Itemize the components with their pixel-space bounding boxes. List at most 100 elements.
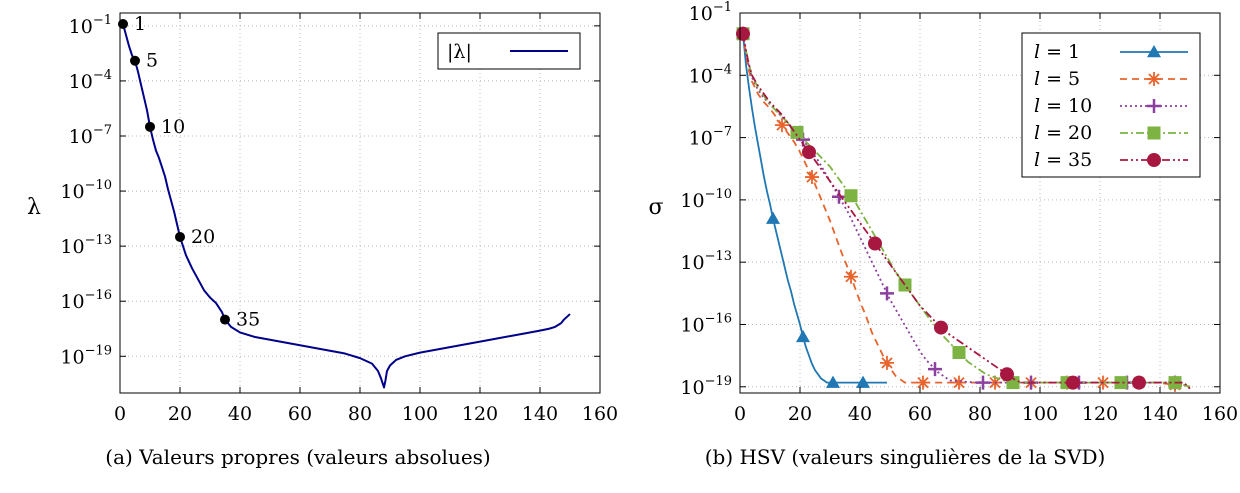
annotation-label: 35: [236, 309, 260, 331]
marker-asterisk: [775, 118, 789, 133]
marker-circle: [1066, 375, 1080, 390]
marker-circle: [1132, 375, 1146, 390]
annotation-point: [220, 314, 230, 325]
legend-label: l = 10: [1034, 95, 1092, 117]
chart-a-annotations: 15 10 20 35: [118, 13, 260, 331]
y-tick-base: 10: [680, 314, 704, 336]
series-l20: [736, 27, 1191, 390]
x-tick-label: 100: [1022, 403, 1058, 425]
marker-plus: [976, 375, 990, 390]
y-tick-exponent: −4: [93, 68, 112, 83]
y-tick-exponent: −4: [713, 62, 732, 77]
legend-label: l = 5: [1034, 68, 1080, 90]
marker-square: [1114, 376, 1128, 390]
marker-asterisk: [952, 375, 966, 390]
series-line: [742, 33, 887, 384]
annotation-label: 5: [146, 50, 158, 72]
y-tick-exponent: −7: [93, 123, 112, 138]
x-tick-label: 0: [734, 403, 746, 425]
y-tick-base: 10: [60, 346, 84, 368]
marker-plus: [832, 189, 846, 204]
x-tick-label: 140: [1142, 403, 1178, 425]
y-tick-label: 10−19: [60, 343, 112, 368]
x-tick-label: 120: [462, 403, 498, 425]
y-tick-label: 10−19: [680, 374, 732, 399]
y-tick-base: 10: [680, 190, 704, 212]
y-tick-base: 10: [60, 291, 84, 313]
x-tick-label: 100: [402, 403, 438, 425]
x-tick-label: 0: [114, 403, 126, 425]
x-tick-label: 120: [1082, 403, 1118, 425]
x-tick-label: 20: [788, 403, 812, 425]
annotation-point: [145, 121, 155, 132]
marker-triangle: [766, 211, 780, 224]
legend-var: l: [1034, 149, 1040, 171]
marker-triangle: [826, 375, 840, 388]
y-tick-base: 10: [680, 252, 704, 274]
y-tick-label: 10−10: [60, 178, 112, 203]
legend-label: l = 20: [1034, 122, 1092, 144]
marker-circle: [934, 320, 948, 335]
annotation-label: 10: [161, 116, 185, 138]
marker-plus: [1147, 99, 1161, 113]
y-tick-base: 10: [689, 65, 713, 87]
marker-plus: [928, 362, 942, 377]
chart-b-caption: (b) HSV (valeurs singulières de la SVD): [705, 445, 1106, 469]
y-tick-exponent: −16: [85, 288, 112, 303]
chart-b: 0 20 40 60 80 100 120 140 160 10−110−410−710−101…: [648, 0, 1238, 469]
x-tick-label: 80: [968, 403, 992, 425]
y-tick-label: 10−10: [680, 187, 732, 212]
chart-a-ylabel: λ: [27, 195, 41, 220]
y-tick-label: 10−1: [689, 0, 732, 25]
y-tick-label: 10−13: [60, 233, 112, 258]
annotation-label: 1: [134, 13, 146, 35]
x-tick-label: 140: [522, 403, 558, 425]
series-l1: [736, 26, 887, 388]
y-tick-exponent: −1: [713, 0, 732, 15]
y-tick-base: 10: [60, 236, 84, 258]
y-tick-exponent: −1: [93, 13, 112, 28]
chart-a-legend: |λ|: [437, 32, 581, 70]
annotation-label: 20: [191, 226, 215, 248]
series-line: [742, 33, 1191, 390]
marker-square: [952, 346, 966, 360]
legend-var: l: [1034, 41, 1040, 63]
marker-asterisk: [916, 375, 930, 390]
marker-square: [898, 278, 912, 292]
legend-value: = 10: [1046, 95, 1092, 117]
marker-square: [1147, 126, 1161, 140]
marker-asterisk: [880, 355, 894, 370]
series-line: [742, 33, 1191, 388]
y-tick-exponent: −19: [85, 343, 112, 358]
y-tick-label: 10−7: [689, 125, 732, 150]
marker-plus: [880, 286, 894, 301]
annotation-point: [130, 55, 140, 66]
marker-circle: [1000, 367, 1014, 382]
series-line-abs-lambda: [122, 23, 571, 389]
marker-square: [844, 189, 858, 203]
x-tick-label: 60: [908, 403, 932, 425]
legend-value: = 5: [1046, 68, 1080, 90]
marker-circle: [1147, 153, 1161, 167]
chart-b-legend: l = 1 l = 5 l = 10 l = 20 l = 35: [1021, 32, 1201, 178]
y-tick-exponent: −13: [705, 249, 732, 264]
x-tick-label: 80: [348, 403, 372, 425]
y-tick-label: 10−4: [689, 62, 732, 87]
y-tick-label: 10−1: [69, 13, 112, 38]
marker-circle: [802, 145, 816, 160]
x-tick-label: 40: [848, 403, 872, 425]
chart-a-series: [122, 23, 571, 389]
marker-triangle: [796, 329, 810, 343]
marker-asterisk: [805, 170, 819, 185]
chart-a-caption: (a) Valeurs propres (valeurs absolues): [105, 445, 490, 469]
chart-a-grid: [120, 13, 600, 393]
y-tick-exponent: −19: [705, 374, 732, 389]
x-tick-label: 160: [582, 403, 618, 425]
marker-asterisk: [844, 269, 858, 284]
x-tick-label: 40: [228, 403, 252, 425]
y-tick-base: 10: [69, 16, 93, 38]
